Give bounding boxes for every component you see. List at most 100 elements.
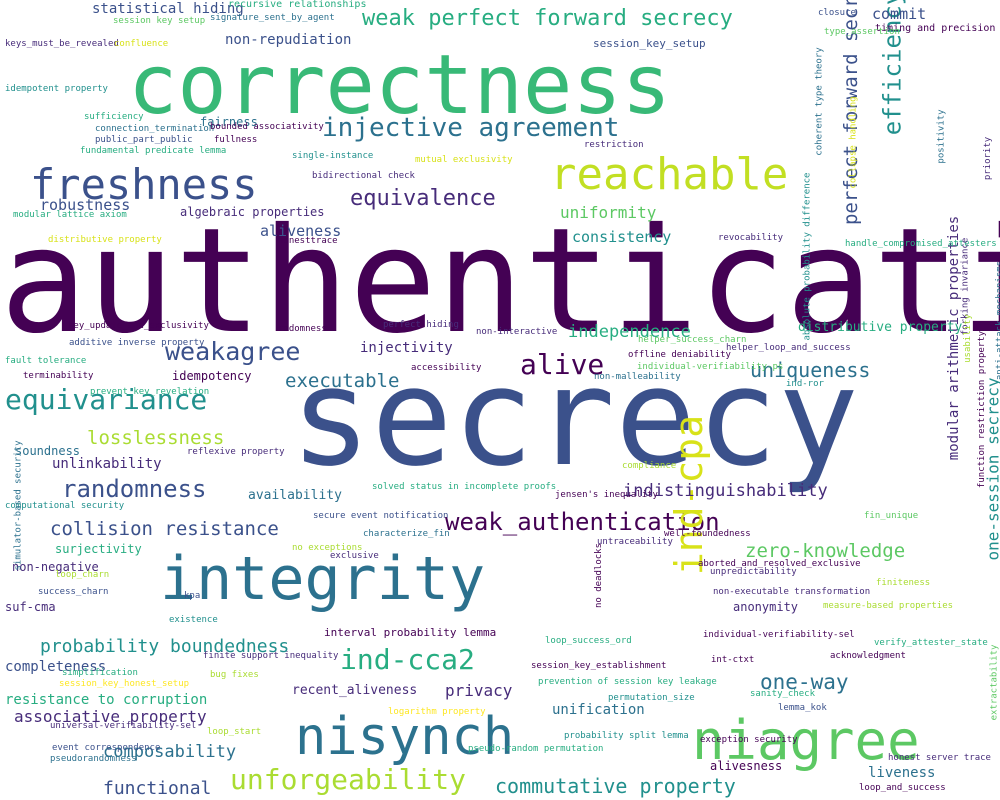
cloud-word-integrity: integrity (160, 544, 486, 614)
cloud-word-int-ctxt: int-ctxt (711, 655, 755, 666)
cloud-word-accessibility: accessibility (411, 363, 482, 374)
cloud-word-reflexive-property: reflexive property (187, 447, 285, 458)
cloud-word-honest-server-trace: honest server trace (888, 753, 991, 764)
cloud-word-restriction: restriction (584, 140, 644, 151)
cloud-word-availability: availability (248, 487, 342, 503)
cloud-word-fairness: fairness (200, 114, 258, 129)
cloud-word-bug-fixes: bug fixes (210, 670, 259, 681)
cloud-word-secrecy: secrecy (290, 339, 859, 497)
cloud-word-zero-knowledge: zero-knowledge (745, 539, 906, 562)
cloud-word-loop-and-success: loop_and_success (859, 783, 946, 794)
cloud-word-collapse-handling: collapse handling (848, 95, 859, 189)
cloud-word-no-deadlocks: no deadlocks (594, 542, 605, 609)
cloud-word-anti-attack-mechanisms: anti-attack mechanisms (995, 260, 1000, 381)
cloud-word-alivesness: alivesness (710, 758, 783, 773)
cloud-word-exclusive: exclusive (330, 551, 379, 562)
cloud-word-statistical-hiding: statistical hiding (92, 1, 244, 18)
cloud-word-extractability: extractability (988, 644, 999, 720)
cloud-word-fault-tolerance: fault tolerance (5, 356, 87, 367)
cloud-word-timing-and-precision: timing and precision (875, 22, 996, 34)
cloud-word-coherent-type-theory: coherent type theory (814, 46, 825, 156)
cloud-word-reachable: reachable (550, 148, 789, 200)
cloud-word-recent-aliveness: recent_aliveness (292, 682, 418, 698)
cloud-word-non-repudiation: non-repudiation (225, 32, 352, 49)
cloud-word-sanity-check: sanity_check (750, 689, 816, 700)
cloud-word-absolute-probability-difference: absolute probability difference (801, 172, 812, 340)
cloud-word-simplification: simplification (62, 668, 138, 679)
cloud-word-surjectivity: surjectivity (55, 541, 142, 556)
cloud-word-closure: closure (818, 8, 856, 19)
cloud-word-commutative-property: commutative property (495, 774, 736, 798)
cloud-word-non-malleability: non-malleability (594, 372, 681, 383)
cloud-word-liveness: liveness (868, 765, 936, 782)
cloud-word-pseudorandomness: pseudorandomness (50, 754, 137, 765)
cloud-word-kpa: kpa (184, 591, 201, 602)
cloud-word-recursive-relationships: recursive relationships (228, 0, 367, 10)
cloud-word-uniqueness: uniqueness (750, 358, 871, 382)
cloud-word-acknowledgment: acknowledgment (830, 651, 906, 662)
cloud-word-helper-success-charn: helper_success_charn (638, 335, 747, 346)
cloud-word-probability-split-lemma: probability split lemma (564, 731, 689, 742)
cloud-word-unforgeability: unforgeability (230, 763, 467, 797)
cloud-word-associative-property: associative property (14, 707, 207, 727)
cloud-word-weak-authentication: weak_authentication (445, 507, 720, 536)
cloud-word-handle-compromised-attesters: handle_compromised_attesters (845, 239, 997, 250)
cloud-word-session-key-setup: session_key_setup (593, 36, 706, 50)
cloud-word-nisynch: nisynch (295, 706, 515, 767)
cloud-word-loop-start: loop_start (207, 727, 262, 738)
cloud-word-computational-security: computational security (5, 501, 125, 512)
cloud-word-measure-based-properties: measure-based properties (823, 601, 954, 612)
cloud-word-independence: independence (568, 321, 691, 342)
cloud-word-functional: functional (103, 777, 212, 799)
cloud-word-interval-probability-lemma: interval probability lemma (324, 625, 497, 639)
cloud-word-commit: commit (872, 5, 927, 24)
cloud-word-unification: unification (552, 702, 645, 719)
cloud-word-injective-agreement: injective agreement (322, 112, 620, 143)
cloud-word-fundamental-predicate-lemma: fundamental predicate lemma (80, 146, 227, 157)
cloud-word-uniformity: uniformity (560, 203, 657, 223)
cloud-word-lemma-kok: lemma_kok (778, 703, 827, 714)
cloud-word-session-key-establishment: session_key_establishment (531, 661, 667, 672)
cloud-word-suf-cma: suf-cma (5, 599, 56, 614)
cloud-word-soundness: soundness (15, 443, 81, 458)
cloud-word-non-negative: non-negative (12, 559, 99, 574)
cloud-word-collision-resistance: collision resistance (50, 517, 279, 540)
cloud-word-signature-sent-by-agent: signature_sent_by_agent (210, 13, 335, 24)
cloud-word-weakagree: weakagree (165, 336, 301, 366)
cloud-word-loop-charn: loop_charn (55, 570, 110, 581)
cloud-word-permutation-size: permutation_size (608, 693, 695, 704)
cloud-word-completeness: completeness (5, 659, 107, 676)
cloud-word-compliance: compliance (622, 461, 677, 472)
cloud-word-bounded-associativity: bounded associativity (210, 122, 324, 133)
cloud-word-authentication: authentication (0, 196, 1000, 366)
cloud-word-secure-event-notification: secure event notification (313, 511, 449, 522)
cloud-word-weak-perfect-forward-secrecy: weak perfect forward secrecy (362, 6, 733, 32)
cloud-word-existence: existence (169, 615, 218, 626)
cloud-word-finite-support-inequality: finite support inequality (203, 651, 339, 662)
cloud-word-finiteness: finiteness (876, 578, 931, 589)
cloud-word-unlinkability: unlinkability (52, 456, 162, 473)
cloud-word-logarithm-property: logarithm property (388, 707, 486, 718)
cloud-word-type-assertion: type_assertion (824, 27, 900, 38)
cloud-word-one-way: one-way (760, 670, 849, 695)
cloud-word-offline-deniability: offline deniability (628, 350, 731, 361)
cloud-word-event-correspondence: event correspondence (52, 743, 161, 754)
cloud-word-niagree: niagree (692, 709, 920, 773)
cloud-word-untraceability: untraceability (597, 537, 673, 548)
cloud-word-function-restriction-property: function restriction property (977, 330, 988, 489)
cloud-word-fullness: fullness (214, 135, 258, 146)
cloud-word-no-exceptions: no exceptions (292, 543, 363, 554)
cloud-word-single-instance: single-instance (292, 151, 374, 162)
cloud-word-algebraic-properties: algebraic properties (180, 204, 325, 219)
cloud-word-session-key-honest-setup: session_key_honest_setup (59, 679, 190, 690)
cloud-word-probability-boundedness: probability boundedness (40, 635, 290, 657)
cloud-word-public-part-public: public_part_public (95, 135, 193, 146)
cloud-word-positivity: positivity (936, 108, 947, 164)
cloud-word-key-update-and-exclusivity: key_update_and_exclusivity (68, 321, 209, 332)
cloud-word-universal-verifiability-sel: universal-verifiability-sel (50, 721, 197, 732)
cloud-word-aborted-and-resolved-exclusive: aborted_and_resolved_exclusive (698, 559, 861, 570)
cloud-word-anonymity: anonymity (733, 599, 799, 614)
cloud-word-distributive-property: distributive property (48, 235, 162, 246)
cloud-word-characterize-fin: characterize_fin (363, 529, 450, 540)
